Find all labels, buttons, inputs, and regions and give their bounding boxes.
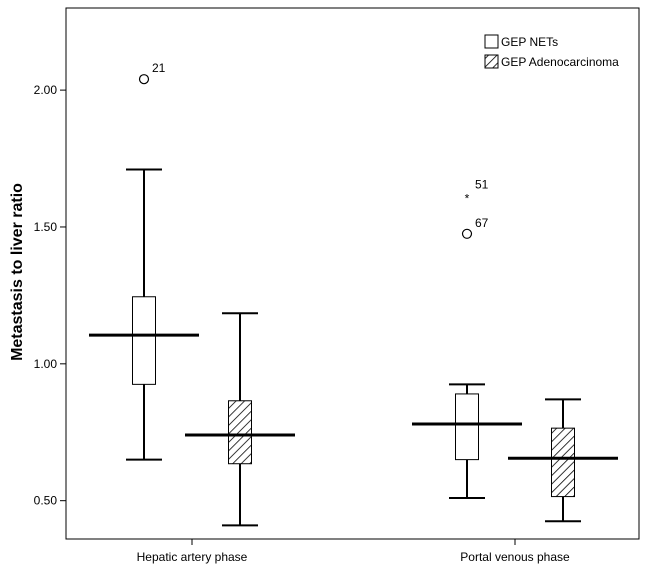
x-axis: Hepatic artery phase Portal venous phase — [137, 539, 570, 564]
y-tick-label: 1.00 — [34, 357, 58, 371]
plot-frame — [65, 7, 640, 540]
box-body — [132, 296, 156, 385]
y-axis: 0.50 1.00 1.50 2.00 — [34, 83, 66, 508]
y-tick-label: 0.50 — [34, 494, 58, 508]
y-tick-label: 2.00 — [34, 83, 58, 97]
box-0-0 — [89, 168, 199, 461]
outlier-star: * — [465, 191, 470, 205]
outlier-label: 51 — [475, 177, 489, 191]
x-category-label: Hepatic artery phase — [137, 550, 248, 564]
box-1-1 — [508, 398, 618, 523]
y-axis-title: Metastasis to liver ratio — [9, 183, 26, 361]
box-body — [228, 400, 252, 465]
legend-label-gep-nets: GEP NETs — [501, 35, 558, 49]
outlier-points: 21 * 51 67 — [138, 61, 489, 239]
legend: GEP NETs GEP Adenocarcinoma — [484, 34, 619, 69]
box-body — [455, 393, 479, 461]
legend-swatch-gep-adenocarcinoma — [484, 54, 499, 69]
outlier-circle — [461, 228, 473, 239]
y-tick-label: 1.50 — [34, 220, 58, 234]
box-1-0 — [185, 312, 295, 527]
outlier-circle — [138, 74, 150, 85]
box-series — [89, 168, 618, 527]
outlier-label: 67 — [475, 216, 489, 230]
legend-label-gep-adenocarcinoma: GEP Adenocarcinoma — [501, 55, 619, 69]
box-0-1 — [412, 383, 522, 499]
outlier-label: 21 — [152, 61, 166, 75]
x-category-label: Portal venous phase — [460, 550, 570, 564]
legend-swatch-gep-nets — [484, 34, 499, 49]
box-body — [551, 427, 575, 498]
